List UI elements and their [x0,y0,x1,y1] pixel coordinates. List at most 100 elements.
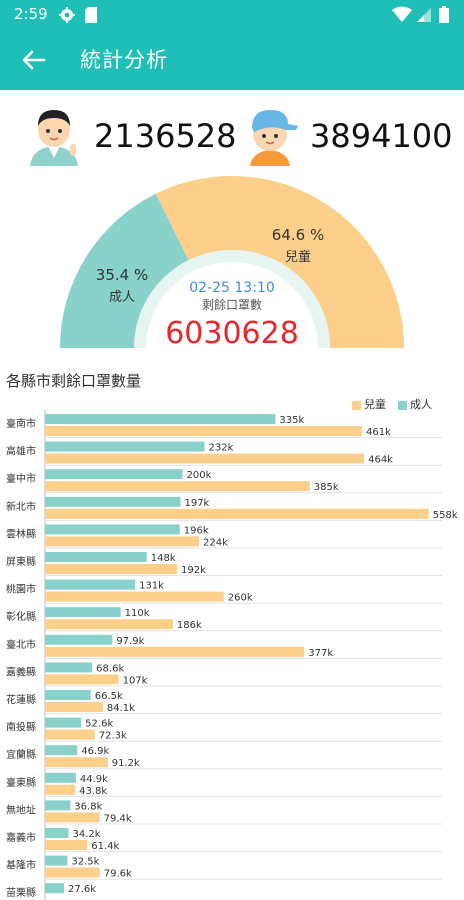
gauge-inner-ring [134,250,330,348]
bar-value-label: 72.3k [99,731,127,742]
bar-value-label: 461k [366,427,391,438]
adult-bar [45,496,181,507]
bar-value-label: 335k [279,415,304,426]
bar-value-label: 79.4k [104,813,132,824]
bar-value-label: 224k [203,537,228,548]
bar-value-label: 79.6k [104,869,132,880]
child-bar [45,867,100,878]
bar-value-label: 232k [209,443,234,454]
bar-value-label: 46.9k [81,746,109,757]
category-label: 花蓮縣 [6,693,36,706]
bar-value-label: 44.9k [80,774,108,785]
legend-child-swatch [352,400,361,410]
adult-bar [45,552,147,562]
wifi-icon [392,6,412,22]
remaining-label: 剩餘口罩數 [202,297,262,312]
child-bar [45,702,103,712]
child-bar [45,426,363,436]
category-label: 宜蘭縣 [6,748,36,761]
ratio-gauge: 35.4 % 成人 64.6 % 兒童 02-25 13:10 剩餘口罩數 60… [60,176,404,351]
bar-value-label: 200k [187,470,212,481]
adult-avatar-icon [30,110,78,166]
category-label: 臺南市 [6,417,36,430]
bar-value-label: 377k [308,648,333,659]
bar-value-label: 186k [177,620,202,631]
legend-child-label: 兒童 [364,398,386,411]
adult-bar [45,855,68,866]
bar-value-label: 131k [139,581,164,592]
legend-adult-label: 成人 [410,398,432,411]
bar-value-label: 148k [151,553,176,564]
adult-bar [45,800,71,811]
child-bar [45,508,429,519]
adult-bar [45,607,121,618]
child-bar [45,812,100,823]
child-bar [45,481,310,492]
page-title: 統計分析 [80,48,168,72]
category-label: 南投縣 [6,721,36,734]
bar-value-label: 110k [125,608,150,619]
status-bar: 2:59 [0,0,464,30]
category-label: 基隆市 [6,859,36,872]
gauge-adult-segment [60,193,189,348]
child-bar [45,729,95,740]
app-bar: 統計分析 [0,30,464,90]
adult-bar [45,634,113,645]
child-bar [45,619,173,630]
adult-count: 2136528 [94,117,237,155]
category-label: 無地址 [6,803,36,816]
category-label: 苗栗縣 [6,887,36,899]
child-bar [45,536,200,547]
category-label: 新北市 [6,500,36,513]
category-label: 臺北市 [6,638,36,651]
bar-value-label: 84.1k [107,703,135,714]
bar-value-label: 66.5k [95,691,123,702]
update-timestamp: 02-25 13:10 [189,280,274,296]
bar-value-label: 68.6k [96,663,124,674]
bar-value-label: 97.9k [116,636,144,647]
bar-value-label: 52.6k [85,719,113,730]
adult-bar [45,469,183,480]
adult-percent: 35.4 % [96,266,148,284]
legend-adult-swatch [398,400,407,410]
bar-value-label: 192k [181,565,206,576]
arrow-left-icon[interactable] [18,44,50,76]
child-avatar-icon [250,110,298,166]
child-bar [45,674,119,685]
legend-adult: 成人 [398,396,432,412]
legend-child: 兒童 [352,396,386,412]
bar-value-label: 107k [123,675,148,686]
child-bar [45,757,108,768]
child-bar [45,453,365,464]
category-label: 高雄市 [6,445,36,458]
adult-label: 成人 [109,290,135,305]
category-label: 桃園市 [6,583,36,596]
signal-icon [417,8,431,22]
child-label: 兒童 [285,249,311,265]
child-bar [45,564,178,574]
bar-value-label: 43.8k [79,786,107,797]
adult-bar [45,745,78,756]
gear-icon [59,7,75,23]
bar-value-label: 91.2k [112,758,140,769]
adult-bar [45,828,69,838]
category-label: 雲林縣 [6,527,36,540]
bar-value-label: 196k [184,525,209,536]
battery-icon [439,6,449,23]
sd-card-icon [85,7,97,23]
bar-value-label: 385k [314,482,339,493]
adult-bar [45,441,205,452]
gauge-child-segment [155,176,404,348]
adult-bar [45,772,76,783]
bar-value-label: 34.2k [73,829,101,840]
adult-bar [45,883,64,894]
category-label: 嘉義縣 [6,665,36,678]
total-remaining: 6030628 [165,316,299,351]
bar-value-label: 36.8k [74,801,102,812]
category-label: 彰化縣 [6,610,36,623]
adult-bar [45,524,180,535]
adult-bar [45,414,276,424]
adult-bar [45,690,91,700]
bar-value-label: 27.6k [68,884,96,895]
